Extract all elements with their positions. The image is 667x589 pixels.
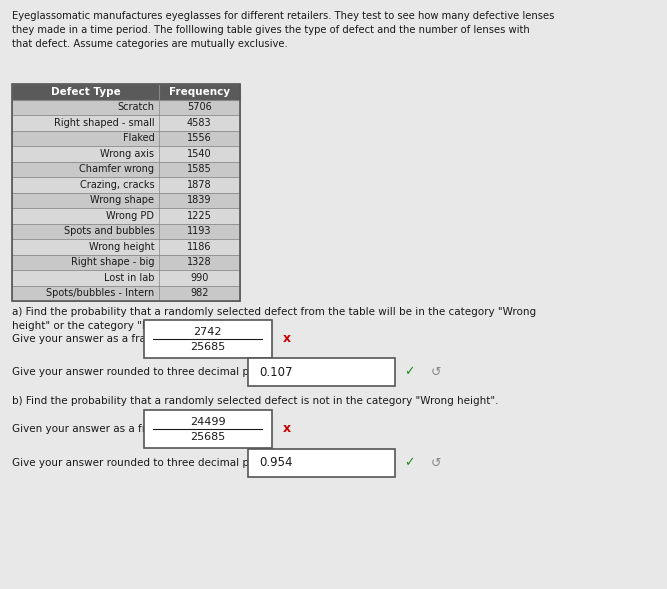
Text: Scratch: Scratch — [117, 102, 154, 112]
Text: Wrong height: Wrong height — [89, 241, 154, 252]
Text: ↺: ↺ — [431, 456, 442, 469]
Text: Give your answer rounded to three decimal places.: Give your answer rounded to three decima… — [12, 367, 279, 377]
FancyBboxPatch shape — [12, 208, 239, 223]
Text: Give your answer as a fraction.: Give your answer as a fraction. — [12, 334, 175, 344]
FancyBboxPatch shape — [144, 320, 271, 358]
Text: a) Find the probability that a randomly selected defect from the table will be i: a) Find the probability that a randomly … — [12, 307, 536, 331]
FancyBboxPatch shape — [12, 193, 239, 208]
FancyBboxPatch shape — [144, 410, 271, 448]
Text: 25685: 25685 — [190, 342, 225, 352]
Text: Right shape - big: Right shape - big — [71, 257, 154, 267]
Text: 1585: 1585 — [187, 164, 211, 174]
Text: 1328: 1328 — [187, 257, 211, 267]
Text: 25685: 25685 — [190, 432, 225, 442]
FancyBboxPatch shape — [248, 449, 395, 477]
Text: Give your answer rounded to three decimal places.: Give your answer rounded to three decima… — [12, 458, 279, 468]
Text: 1193: 1193 — [187, 226, 211, 236]
Text: Right shaped - small: Right shaped - small — [53, 118, 154, 128]
Text: Wrong shape: Wrong shape — [90, 195, 154, 205]
Text: 1540: 1540 — [187, 149, 211, 159]
Text: 1186: 1186 — [187, 241, 211, 252]
Text: Eyeglassomatic manufactures eyeglasses for different retailers. They test to see: Eyeglassomatic manufactures eyeglasses f… — [12, 11, 555, 49]
Text: Frequency: Frequency — [169, 87, 230, 97]
Text: Wrong PD: Wrong PD — [106, 211, 154, 221]
Text: Wrong axis: Wrong axis — [100, 149, 154, 159]
Text: 2742: 2742 — [193, 327, 222, 337]
Text: Given your answer as a fraction.: Given your answer as a fraction. — [12, 424, 182, 434]
Text: 24499: 24499 — [190, 417, 225, 427]
Text: 1878: 1878 — [187, 180, 211, 190]
Text: b) Find the probability that a randomly selected defect is not in the category ": b) Find the probability that a randomly … — [12, 396, 499, 406]
Text: 0.107: 0.107 — [259, 366, 293, 379]
FancyBboxPatch shape — [12, 131, 239, 146]
Text: 4583: 4583 — [187, 118, 211, 128]
Text: Spots and bubbles: Spots and bubbles — [63, 226, 154, 236]
Text: x: x — [283, 422, 291, 435]
FancyBboxPatch shape — [248, 358, 395, 386]
FancyBboxPatch shape — [12, 254, 239, 270]
Text: 990: 990 — [190, 273, 209, 283]
Text: 1839: 1839 — [187, 195, 211, 205]
FancyBboxPatch shape — [12, 270, 239, 286]
FancyBboxPatch shape — [12, 223, 239, 239]
Text: Defect Type: Defect Type — [51, 87, 121, 97]
Text: Lost in lab: Lost in lab — [104, 273, 154, 283]
FancyBboxPatch shape — [12, 286, 239, 301]
Text: ✓: ✓ — [404, 366, 415, 379]
Text: 5706: 5706 — [187, 102, 211, 112]
Text: ✓: ✓ — [404, 456, 415, 469]
Text: 982: 982 — [190, 288, 209, 298]
Text: 1556: 1556 — [187, 133, 211, 143]
Text: Flaked: Flaked — [123, 133, 154, 143]
Text: Crazing, cracks: Crazing, cracks — [79, 180, 154, 190]
Text: 1225: 1225 — [187, 211, 211, 221]
Text: Spots/bubbles - Intern: Spots/bubbles - Intern — [46, 288, 154, 298]
Text: Chamfer wrong: Chamfer wrong — [79, 164, 154, 174]
FancyBboxPatch shape — [12, 115, 239, 131]
Text: x: x — [283, 333, 291, 346]
FancyBboxPatch shape — [12, 100, 239, 115]
FancyBboxPatch shape — [12, 84, 239, 100]
FancyBboxPatch shape — [12, 239, 239, 254]
Text: 0.954: 0.954 — [259, 456, 293, 469]
Text: ↺: ↺ — [431, 366, 442, 379]
FancyBboxPatch shape — [12, 177, 239, 193]
FancyBboxPatch shape — [12, 161, 239, 177]
FancyBboxPatch shape — [12, 146, 239, 161]
